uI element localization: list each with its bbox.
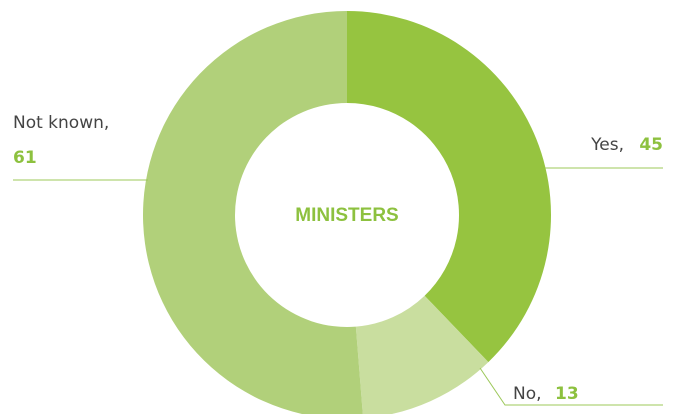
label-not-known-value: 61	[13, 148, 37, 168]
leader-line-no	[479, 367, 663, 406]
label-yes-value: 45	[639, 135, 663, 155]
label-yes-name: Yes,	[590, 135, 624, 155]
slice-yes	[347, 11, 552, 363]
label-no-name: No,	[513, 384, 542, 404]
slice-no	[355, 295, 489, 414]
donut-slices	[143, 11, 552, 414]
center-label: MINISTERS	[295, 205, 398, 226]
slice-not-known	[143, 11, 363, 414]
label-not-known-name: Not known,	[13, 113, 109, 133]
leader-lines	[13, 167, 663, 406]
label-no-value: 13	[555, 384, 579, 404]
